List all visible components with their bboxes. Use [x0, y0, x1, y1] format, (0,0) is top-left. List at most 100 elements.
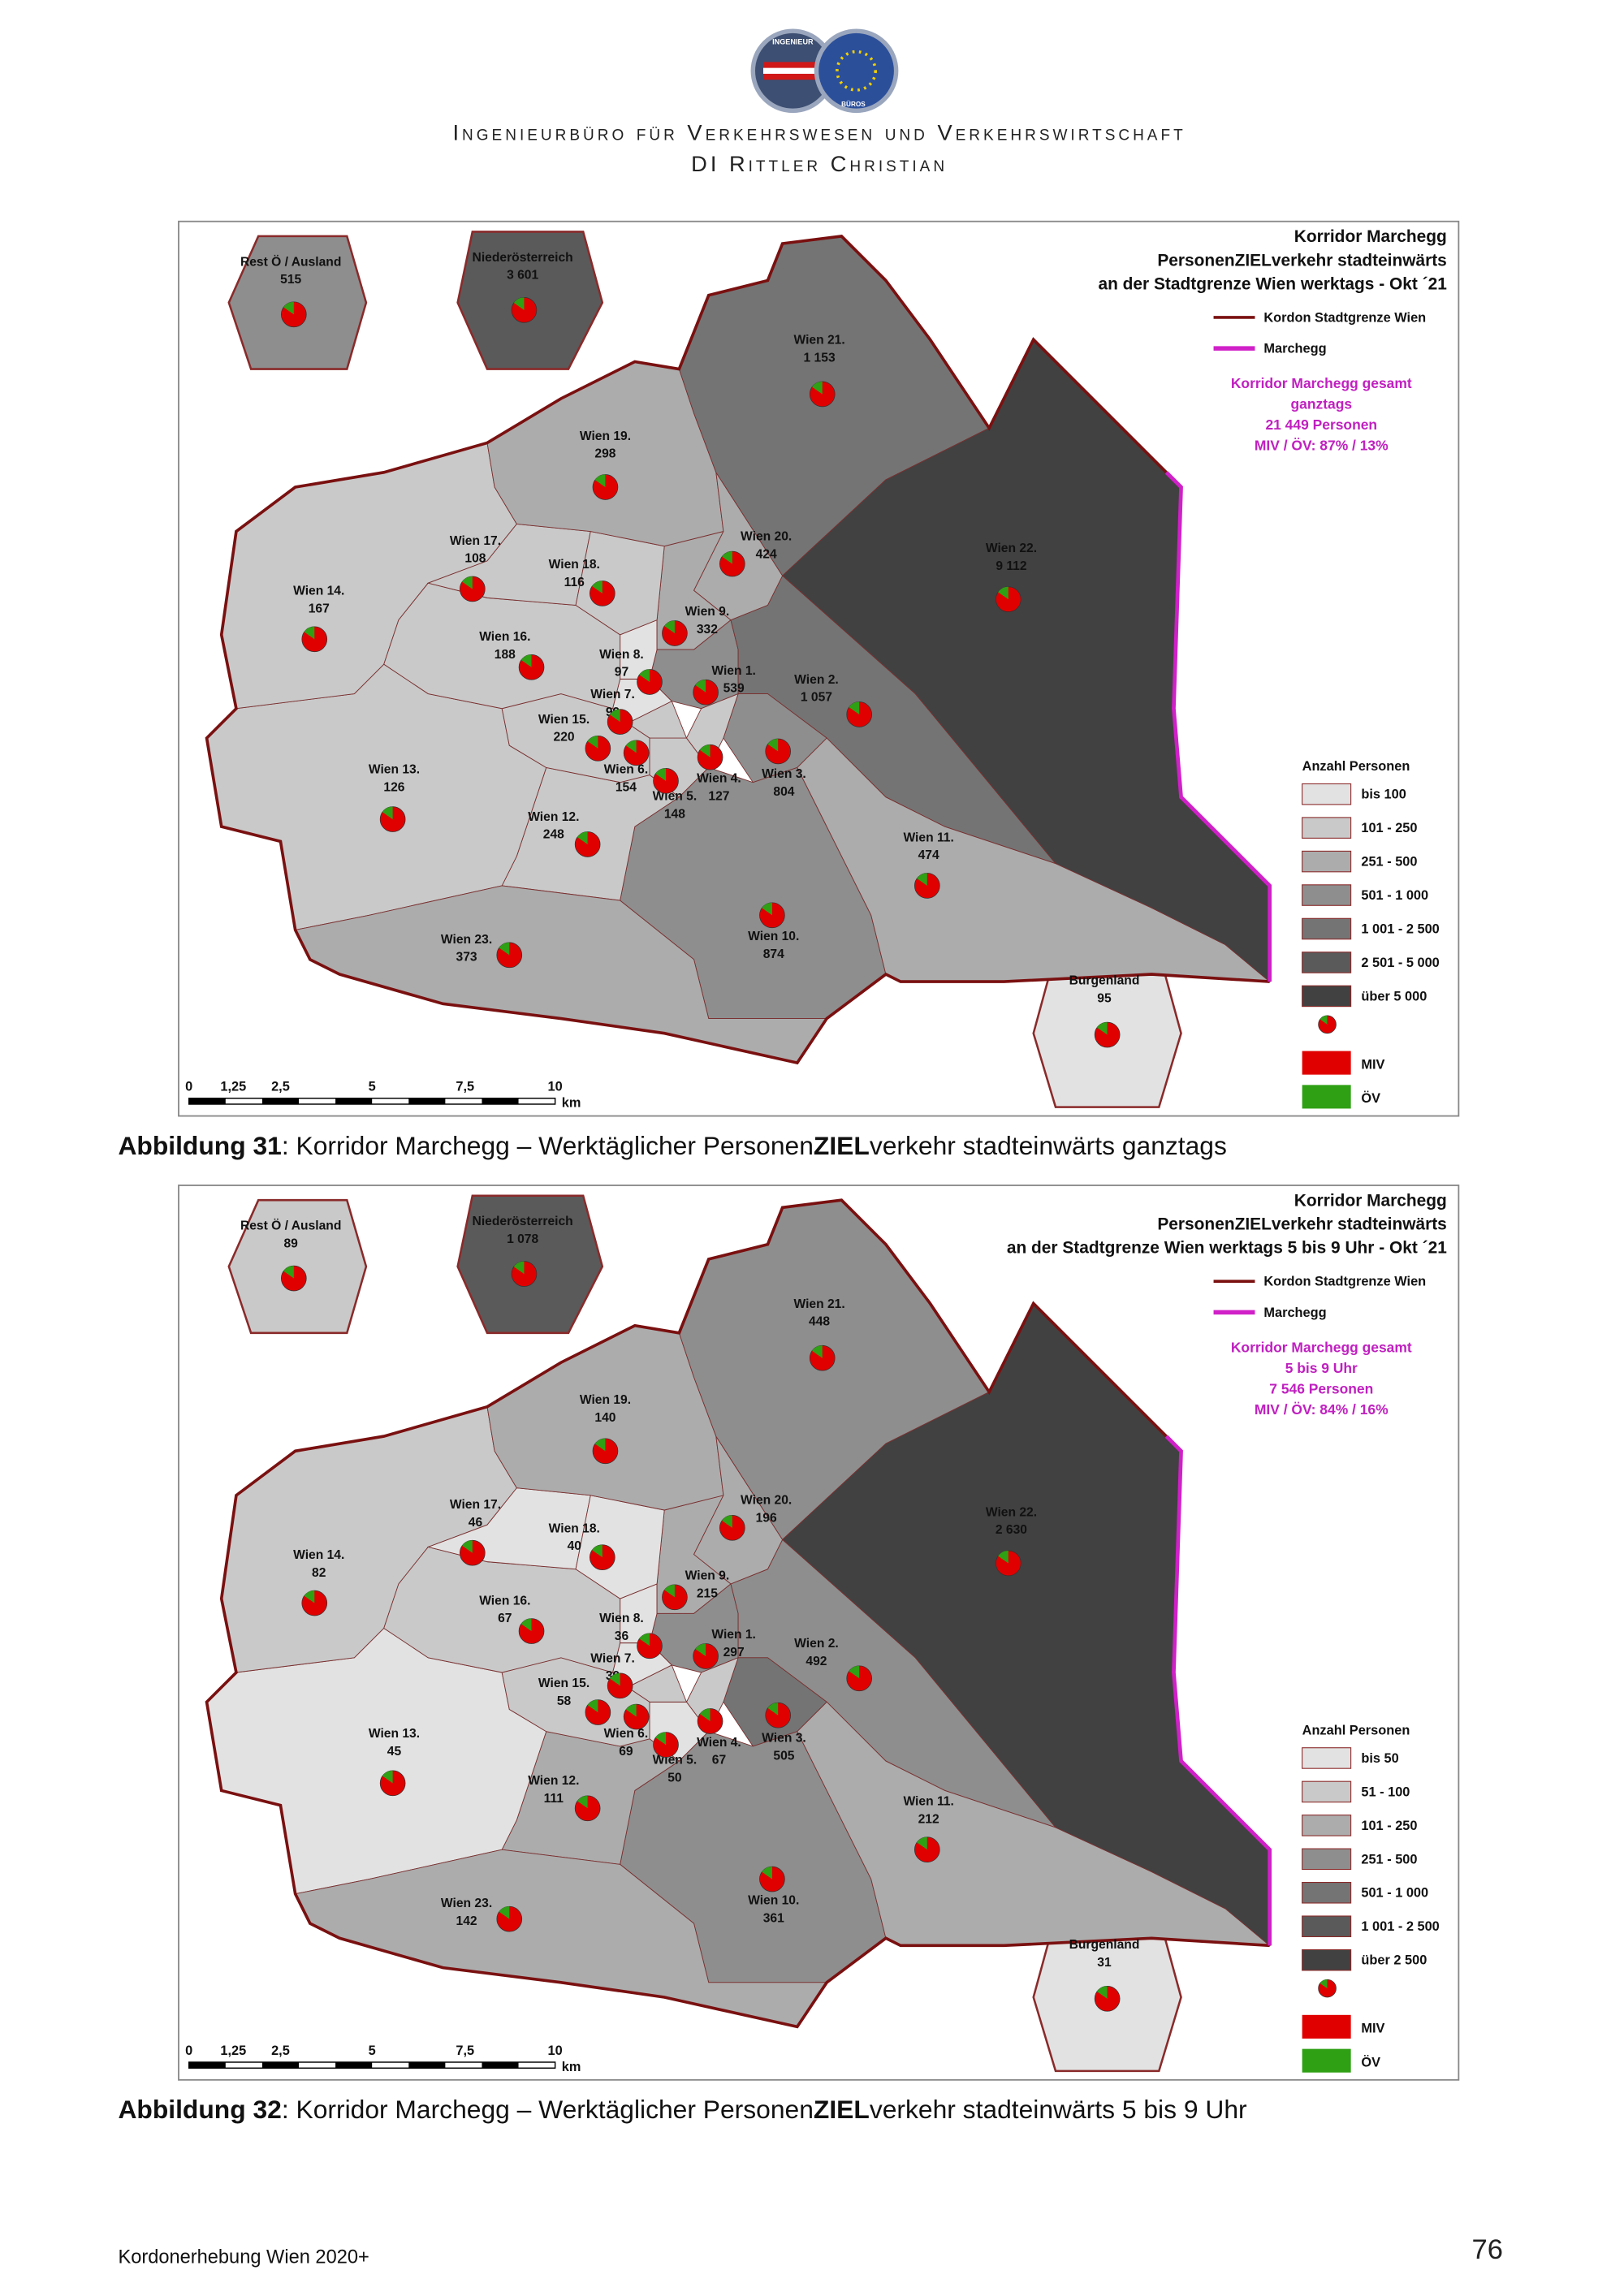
region-name: Wien 1.: [711, 1628, 756, 1642]
region-name: Wien 4.: [697, 1736, 741, 1750]
legend-swatch: [1302, 1881, 1352, 1904]
pie-oev: [1096, 1986, 1108, 1999]
region-name: Wien 9.: [685, 605, 730, 619]
pie-oev: [998, 1551, 1009, 1564]
region-name: Wien 16.: [479, 630, 530, 644]
caption: Abbildung 32: Korridor Marchegg – Werktä…: [118, 2095, 1247, 2124]
region-name: Niederösterreich: [473, 251, 573, 265]
logo-stars: [836, 50, 877, 92]
region-value: 95: [1097, 992, 1112, 1006]
region-name: Wien 18.: [549, 1521, 600, 1535]
region-value: 97: [615, 666, 628, 680]
legend-mode: ÖV: [1361, 2054, 1380, 2069]
legend-mode: MIV: [1361, 2022, 1384, 2036]
region-value: 154: [615, 781, 637, 795]
scale-label: 2,5: [271, 1080, 290, 1094]
pie-oev: [625, 740, 637, 753]
legend-class: 1 001 - 2 500: [1361, 1919, 1439, 1934]
scale-segment: [188, 1098, 226, 1104]
pie-oev: [462, 576, 473, 589]
legend-label: Kordon Stadtgrenze Wien: [1263, 310, 1426, 325]
caption-part: : Korridor Marchegg – Werktäglicher Pers…: [282, 1131, 814, 1160]
region-value: 332: [697, 623, 718, 637]
region-value: 148: [664, 807, 685, 821]
region-value: 804: [773, 785, 794, 799]
legend-class: über 5 000: [1361, 989, 1427, 1003]
scale-segment: [188, 2062, 226, 2069]
region-name: Wien 12.: [528, 810, 579, 824]
legend-label: Kordon Stadtgrenze Wien: [1263, 1275, 1426, 1289]
pie-oev: [722, 1515, 732, 1528]
region-name: Wien 1.: [711, 664, 756, 678]
legend-class: 501 - 1 000: [1361, 888, 1428, 903]
scale-label: 5: [369, 1080, 376, 1094]
region-name: Rest Ö / Ausland: [240, 253, 341, 269]
logo-text: INGENIEUR: [772, 38, 814, 46]
scale-label: 2,5: [271, 2044, 290, 2058]
map-title: an der Stadtgrenze Wien werktags - Okt ´…: [1098, 274, 1447, 293]
region-value: 69: [619, 1745, 633, 1759]
region-name: Wien 22.: [986, 542, 1037, 555]
pie-oev: [520, 1618, 532, 1632]
pie-oev: [625, 1704, 637, 1717]
region-name: Niederösterreich: [473, 1215, 573, 1228]
legend-class: 51 - 100: [1361, 1785, 1410, 1799]
legend-class: 101 - 250: [1361, 821, 1417, 835]
region-name: Wien 13.: [369, 1727, 420, 1741]
pie-oev: [812, 1345, 823, 1358]
pie-oev: [998, 586, 1009, 600]
region-value: 9 112: [996, 559, 1027, 573]
scale-label: 10: [548, 1080, 563, 1094]
region-name: Wien 7.: [590, 1651, 635, 1665]
legend-class: bis 100: [1361, 788, 1406, 802]
region-name: Wien 12.: [528, 1774, 579, 1788]
scale-label: 7,5: [456, 1080, 474, 1094]
legend-swatch: [1302, 917, 1352, 940]
pie-oev: [592, 580, 603, 593]
caption-part: ZIEL: [814, 2095, 870, 2124]
pie-oev: [304, 626, 315, 640]
legend-title: Anzahl Personen: [1302, 1723, 1410, 1737]
region-name: Wien 11.: [903, 831, 953, 844]
region-value: 248: [543, 828, 564, 842]
pie-oev: [513, 297, 525, 310]
pie-oev: [283, 1266, 294, 1279]
legend-swatch: [1302, 817, 1352, 839]
region-name: Wien 14.: [293, 1548, 344, 1562]
scale-segment: [408, 1098, 446, 1104]
region-name: Wien 6.: [604, 763, 649, 777]
total-text: 21 449 Personen: [1265, 416, 1377, 433]
pie-oev: [587, 1699, 598, 1713]
legend-swatch: [1302, 2048, 1351, 2073]
pie-oev: [722, 551, 732, 564]
pie-oev: [592, 1544, 603, 1558]
legend-swatch: [1302, 1949, 1352, 1971]
legend-class: bis 50: [1361, 1751, 1398, 1766]
figure: Rest Ö / Ausland 515 Niederösterreich 3 601…: [118, 220, 1460, 1160]
legend-label: Marchegg: [1263, 342, 1326, 356]
region-name: Rest Ö / Ausland: [240, 1218, 341, 1233]
region-name: Wien 7.: [590, 688, 635, 701]
region-value: 108: [464, 552, 486, 566]
region-value: 448: [809, 1315, 830, 1329]
region-value: 188: [495, 648, 516, 662]
pie-oev: [695, 680, 706, 693]
caption: Abbildung 31: Korridor Marchegg – Werktä…: [118, 1131, 1226, 1160]
region-name: Wien 3.: [762, 1731, 806, 1745]
legend-swatch: [1302, 783, 1352, 805]
pie-oev: [639, 1633, 650, 1646]
scale-segment: [261, 2062, 300, 2069]
region-name: Wien 18.: [549, 558, 600, 572]
header-subtitle: DI Rittler Christian: [691, 151, 948, 176]
pie-oev: [699, 744, 710, 757]
region-value: 515: [280, 273, 301, 287]
region-name: Wien 3.: [762, 767, 806, 781]
pie-oev: [609, 1672, 620, 1686]
region-value: 67: [712, 1754, 726, 1767]
legend-class: über 2 500: [1361, 1953, 1427, 1968]
region-name: Wien 23.: [441, 1897, 492, 1910]
pie-oev: [1320, 1979, 1328, 1989]
pie-oev: [655, 768, 666, 781]
pie-oev: [283, 301, 294, 315]
